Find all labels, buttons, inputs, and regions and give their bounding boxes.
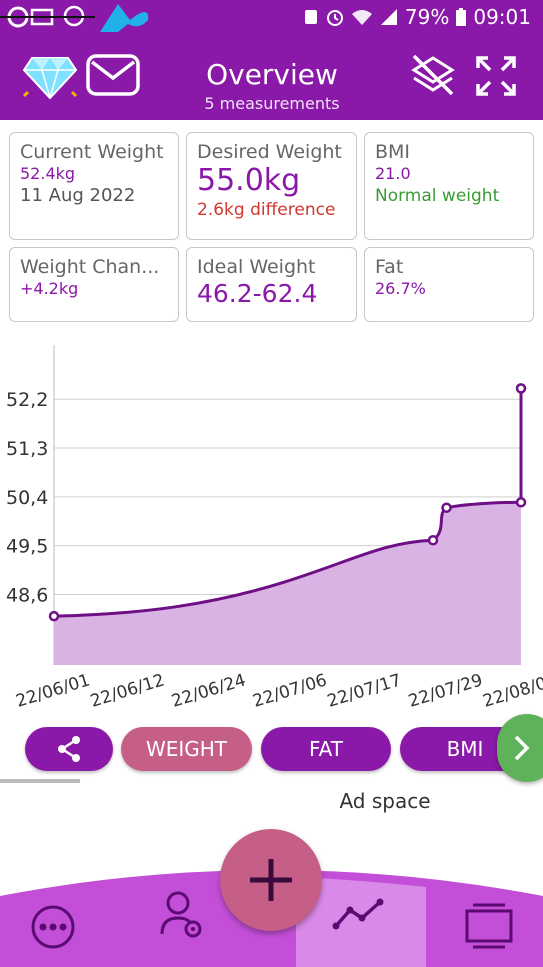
data-point: [441, 502, 452, 513]
current-weight-value: 52.4kg: [20, 164, 76, 183]
x-tick-label: 22/07/06: [250, 670, 329, 711]
sim-icon: [304, 10, 317, 24]
more-horiz-icon: [31, 905, 75, 949]
measurement-count: 5 measurements: [204, 94, 340, 113]
gallery-button[interactable]: [465, 903, 513, 949]
y-tick-label: 48,6: [6, 584, 48, 606]
gallery-icon: [465, 903, 513, 949]
y-tick-label: 51,3: [6, 438, 48, 460]
fat-card[interactable]: Fat 26.7%: [364, 247, 534, 322]
data-point: [515, 497, 527, 508]
scroll-indicator: [0, 779, 80, 783]
trend-chart-icon: [332, 898, 384, 930]
y-tick-label: 49,5: [6, 536, 48, 558]
battery-level: 79%: [404, 5, 450, 29]
chart-tab-button[interactable]: [332, 894, 388, 934]
desired-weight-title: Desired Weight: [197, 141, 342, 163]
next-tabs-button[interactable]: [497, 714, 543, 782]
weight-change-value: +4.2kg: [20, 279, 79, 298]
chevron-right-icon: [514, 735, 530, 761]
ideal-weight-card[interactable]: Ideal Weight 46.2-62.4: [186, 247, 357, 322]
x-tick-label: 22/07/17: [325, 670, 404, 711]
alarm-icon: [326, 10, 343, 26]
bmi-card[interactable]: BMI 21.0 Normal weight: [364, 132, 534, 240]
layers-off-icon[interactable]: [410, 52, 456, 98]
ad-space: Ad space: [339, 789, 431, 813]
current-weight-title: Current Weight: [20, 141, 164, 163]
fullscreen-icon[interactable]: [474, 54, 518, 98]
weight-change-card[interactable]: Weight Chan... +4.2kg: [9, 247, 179, 322]
signal-icon: [380, 9, 397, 25]
bmi-title: BMI: [375, 141, 411, 163]
ideal-weight-title: Ideal Weight: [197, 256, 316, 278]
series-area: [54, 388, 521, 665]
status-bar: 79% 09:01: [0, 0, 543, 36]
wifi-icon: [351, 10, 372, 25]
clock: 09:01: [473, 5, 531, 29]
desired-weight-difference: 2.6kg difference: [197, 200, 336, 220]
battery-icon: [456, 8, 467, 26]
add-measurement-button[interactable]: [220, 829, 322, 931]
current-weight-date: 11 Aug 2022: [20, 185, 136, 206]
fat-title: Fat: [375, 256, 404, 278]
desired-weight-card[interactable]: Desired Weight 55.0kg 2.6kg difference: [186, 132, 357, 240]
x-tick-label: 22/06/01: [14, 670, 93, 711]
appvn-watermark-logo: [0, 4, 149, 32]
tab-fat[interactable]: FAT: [261, 727, 391, 771]
app-bar: Overview 5 measurements: [0, 36, 543, 120]
more-button[interactable]: [30, 904, 76, 950]
page-title: Overview: [206, 58, 338, 91]
x-tick-label: 22/07/29: [406, 670, 485, 711]
desired-weight-value: 55.0kg: [197, 163, 301, 198]
status-icons: 79% 09:01: [303, 5, 531, 29]
y-tick-label: 50,4: [6, 487, 48, 509]
series-line: [53, 388, 523, 618]
plus-icon: [250, 859, 292, 901]
data-point: [48, 610, 60, 622]
fat-value: 26.7%: [375, 279, 426, 298]
bmi-value: 21.0: [375, 164, 411, 183]
tab-weight[interactable]: WEIGHT: [121, 727, 252, 771]
current-weight-card[interactable]: Current Weight 52.4kg 11 Aug 2022: [9, 132, 179, 240]
user-settings-icon: [160, 891, 202, 938]
x-tick-label: 22/06/24: [169, 670, 248, 711]
data-point: [427, 535, 439, 546]
share-button[interactable]: [25, 727, 113, 771]
diamond-icon[interactable]: [22, 52, 78, 102]
y-tick-label: 52,2: [6, 389, 48, 411]
x-tick-label: 22/06/12: [88, 670, 167, 711]
share-icon: [58, 736, 80, 762]
weight-change-title: Weight Chan...: [20, 256, 160, 278]
ideal-weight-value: 46.2-62.4: [197, 279, 318, 308]
x-tick-label: 22/08/09: [481, 670, 543, 711]
data-point: [515, 383, 527, 394]
envelope-icon[interactable]: [86, 54, 140, 98]
bmi-status: Normal weight: [375, 186, 500, 206]
profile-settings-button[interactable]: [158, 890, 206, 940]
